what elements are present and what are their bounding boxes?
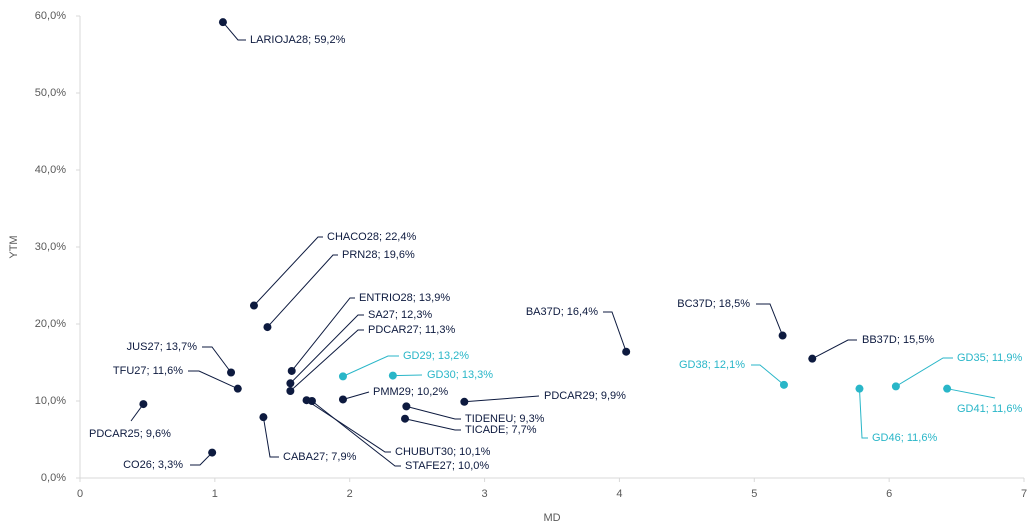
- point: [402, 402, 411, 411]
- data-label: CO26; 3,3%: [123, 459, 183, 471]
- data-label: PDCAR25; 9,6%: [89, 428, 171, 440]
- data-label: GD38; 12,1%: [679, 359, 745, 371]
- leader-line: [267, 254, 338, 328]
- leader-line: [202, 346, 232, 373]
- point: [287, 366, 296, 375]
- point: [338, 372, 347, 381]
- data-label: PDCAR29; 9,9%: [544, 390, 626, 402]
- data-label: CHACO28; 22,4%: [327, 231, 416, 243]
- point: [233, 384, 242, 393]
- data-label: TIDENEU; 9,3%: [465, 413, 545, 425]
- leader-line: [404, 418, 461, 431]
- x-tick-label: 3: [482, 488, 488, 500]
- data-label: CHUBUT30; 10,1%: [395, 446, 491, 458]
- point: [263, 323, 272, 332]
- leader-line: [812, 339, 857, 360]
- y-tick-label: 50,0%: [35, 87, 66, 99]
- x-tick-label: 6: [886, 488, 892, 500]
- x-tick-label: 1: [212, 488, 218, 500]
- leader-line: [406, 405, 461, 420]
- point: [855, 384, 864, 393]
- leader-line: [464, 395, 540, 403]
- x-tick-label: 4: [616, 488, 622, 500]
- point: [779, 380, 788, 389]
- point: [249, 301, 258, 310]
- leader-line: [947, 388, 996, 399]
- leader-line: [290, 329, 364, 392]
- leader-line: [290, 314, 364, 384]
- leader-line: [751, 364, 785, 386]
- point: [808, 354, 817, 363]
- point: [943, 384, 952, 393]
- x-tick-label: 0: [77, 488, 83, 500]
- data-label: GD46; 11,6%: [872, 432, 937, 444]
- point: [259, 413, 268, 422]
- leader-line: [306, 399, 391, 453]
- point: [307, 397, 316, 405]
- y-tick-label: 40,0%: [35, 164, 66, 176]
- data-label: PDCAR27; 11,3%: [368, 324, 455, 336]
- x-tick-label: 5: [751, 488, 757, 500]
- data-label: BA37D; 16,4%: [526, 306, 598, 318]
- x-axis-label: MD: [543, 512, 560, 524]
- data-label: GD41; 11,6%: [957, 403, 1022, 415]
- x-tick-label: 7: [1021, 488, 1027, 500]
- leader-line: [756, 303, 784, 336]
- data-label: PRN28; 19,6%: [342, 249, 415, 261]
- leader-line: [603, 311, 627, 352]
- data-label: STAFE27; 10,0%: [405, 460, 489, 472]
- leader-line: [188, 370, 238, 390]
- leader-line: [392, 374, 423, 377]
- leader-line: [262, 417, 279, 458]
- data-label: PMM29; 10,2%: [373, 386, 448, 398]
- data-label: TICADE; 7,7%: [465, 424, 537, 436]
- point: [227, 368, 236, 377]
- leader-line: [291, 297, 355, 372]
- leader-line: [190, 452, 213, 466]
- y-tick-label: 0,0%: [41, 472, 66, 484]
- point: [338, 395, 347, 404]
- point: [218, 18, 227, 27]
- point: [778, 331, 787, 340]
- data-label: BB37D; 15,5%: [862, 334, 934, 346]
- data-label: JUS27; 13,7%: [127, 341, 198, 353]
- data-label: GD30; 13,3%: [427, 369, 493, 381]
- y-tick-label: 20,0%: [35, 318, 66, 330]
- point: [401, 414, 410, 423]
- data-label: TFU27; 11,6%: [113, 365, 183, 377]
- data-label: BC37D; 18,5%: [677, 298, 750, 310]
- y-tick-label: 10,0%: [35, 395, 66, 407]
- point: [891, 382, 900, 391]
- y-axis-label: YTM: [8, 235, 20, 258]
- point: [286, 379, 295, 388]
- leader-line: [342, 391, 370, 400]
- leader-line: [895, 357, 953, 387]
- point: [286, 386, 295, 395]
- point: [388, 371, 397, 380]
- point: [460, 397, 469, 406]
- data-label: GD29; 13,2%: [403, 350, 469, 362]
- data-label: SA27; 12,3%: [368, 309, 432, 321]
- data-label: GD35; 11,9%: [957, 352, 1022, 364]
- leader-line: [222, 21, 246, 41]
- leader-line: [311, 400, 401, 467]
- y-tick-label: 60,0%: [35, 10, 66, 22]
- point: [139, 400, 148, 409]
- point: [208, 448, 217, 457]
- leader-line: [253, 236, 323, 306]
- point: [622, 347, 631, 356]
- y-tick-label: 30,0%: [35, 241, 66, 253]
- leader-line: [342, 355, 399, 377]
- data-label: ENTRIO28; 13,9%: [359, 292, 450, 304]
- x-tick-label: 2: [347, 488, 353, 500]
- leader-line: [858, 388, 868, 439]
- data-label: CABA27; 7,9%: [283, 451, 357, 463]
- data-label: LARIOJA28; 59,2%: [250, 34, 346, 46]
